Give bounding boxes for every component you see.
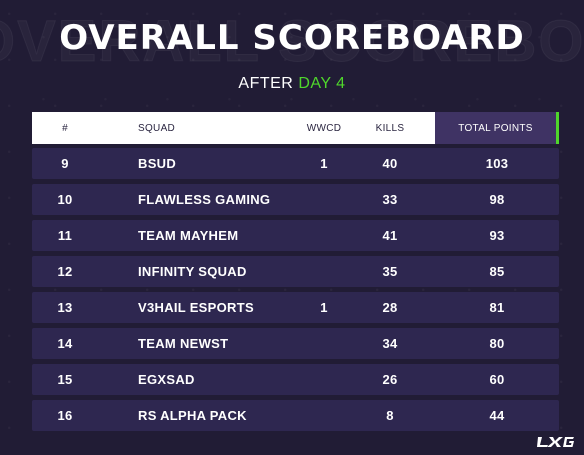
header-total-points: TOTAL POINTS [435,112,556,144]
table-row: 13 V3HAIL ESPORTS 1 28 81 [32,292,559,323]
table-row: 9 BSUD 1 40 103 [32,148,559,179]
cell-kills: 40 [382,155,398,171]
cell-squad: RS ALPHA PACK [138,407,247,423]
cell-kills: 33 [382,191,398,207]
cell-squad: V3HAIL ESPORTS [138,299,254,315]
cell-kills: 26 [382,371,398,387]
cell-total-points: 93 [489,227,505,243]
scoreboard-rows: 9 BSUD 1 40 103 10 FLAWLESS GAMING 33 98… [32,148,559,436]
subtitle-prefix: AFTER [238,75,294,92]
table-row: 12 INFINITY SQUAD 35 85 [32,256,559,287]
cell-rank: 11 [57,227,73,243]
cell-rank: 13 [57,299,73,315]
cell-wwcd: 1 [320,155,328,171]
table-row: 10 FLAWLESS GAMING 33 98 [32,184,559,215]
cell-rank: 15 [57,371,73,387]
header-squad: SQUAD [138,122,176,134]
cell-kills: 28 [382,299,398,315]
cell-kills: 34 [382,335,398,351]
cell-total-points: 85 [489,263,505,279]
cell-total-points: 98 [489,191,505,207]
cell-total-points: 44 [489,407,505,423]
table-row: 11 TEAM MAYHEM 41 93 [32,220,559,251]
subtitle-day: DAY 4 [298,75,346,92]
subtitle: AFTER DAY 4 [0,75,584,93]
background-title-watermark: OVERALL SCOREBOARD [0,9,584,75]
cell-total-points: 103 [485,155,509,171]
cell-squad: TEAM NEWST [138,335,229,351]
cell-squad: TEAM MAYHEM [138,227,239,243]
cell-total-points: 60 [489,371,505,387]
header-columns: # SQUAD WWCD KILLS [32,112,435,144]
lxg-logo-icon [537,437,574,447]
cell-rank: 9 [61,155,69,171]
cell-squad: FLAWLESS GAMING [138,191,271,207]
cell-squad: INFINITY SQUAD [138,263,247,279]
table-row: 14 TEAM NEWST 34 80 [32,328,559,359]
header-accent-bar [556,112,559,144]
cell-squad: BSUD [138,155,177,171]
page-title: OVERALL SCOREBOARD [59,18,525,58]
header-rank: # [62,122,68,134]
cell-kills: 8 [386,407,394,423]
cell-wwcd: 1 [320,299,328,315]
cell-total-points: 80 [489,335,505,351]
cell-rank: 10 [57,191,73,207]
table-row: 15 EGXSAD 26 60 [32,364,559,395]
header-wwcd: WWCD [306,122,342,134]
cell-total-points: 81 [489,299,505,315]
table-row: 16 RS ALPHA PACK 8 44 [32,400,559,431]
cell-squad: EGXSAD [138,371,195,387]
cell-rank: 14 [57,335,73,351]
cell-rank: 12 [57,263,73,279]
cell-rank: 16 [57,407,73,423]
table-header: # SQUAD WWCD KILLS TOTAL POINTS [32,112,559,144]
header-kills: KILLS [375,122,405,134]
cell-kills: 41 [382,227,398,243]
cell-kills: 35 [382,263,398,279]
